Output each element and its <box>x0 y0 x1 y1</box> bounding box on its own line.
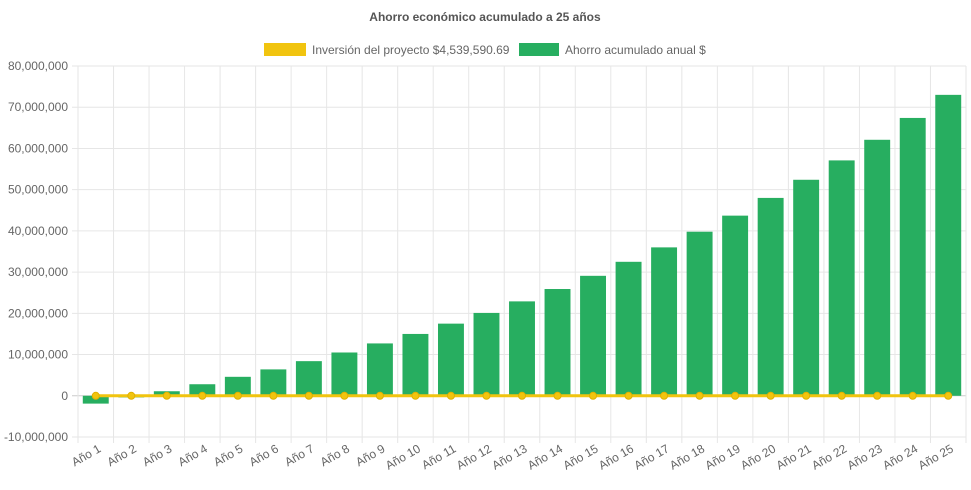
bar[interactable] <box>509 301 535 396</box>
line-point[interactable] <box>908 391 917 400</box>
line-point[interactable] <box>198 391 207 400</box>
bar[interactable] <box>260 369 287 396</box>
bar[interactable] <box>224 376 251 396</box>
x-tick-label: Año 1 <box>69 441 103 469</box>
line-point[interactable] <box>766 391 775 400</box>
line-point[interactable] <box>446 391 455 400</box>
line-point[interactable] <box>802 391 811 400</box>
bar[interactable] <box>437 323 464 396</box>
x-tick-label: Año 11 <box>419 441 458 472</box>
bar[interactable] <box>828 160 855 396</box>
y-tick-label: 40,000,000 <box>8 224 68 238</box>
x-tick-label: Año 12 <box>454 441 494 472</box>
line-point[interactable] <box>482 391 491 400</box>
y-tick-label: 30,000,000 <box>8 265 68 279</box>
y-tick-label: -10,000,000 <box>4 430 68 444</box>
line-point[interactable] <box>589 391 598 400</box>
line-point[interactable] <box>873 391 882 400</box>
bar[interactable] <box>615 261 642 396</box>
y-tick-label: 50,000,000 <box>8 183 68 197</box>
bar[interactable] <box>899 117 926 396</box>
y-tick-label: 60,000,000 <box>8 141 68 155</box>
line-point[interactable] <box>731 391 740 400</box>
bar[interactable] <box>295 361 322 396</box>
legend: Inversión del proyecto $4,539,590.69 Aho… <box>264 43 706 57</box>
line-series <box>91 391 953 400</box>
bar[interactable] <box>722 215 749 396</box>
bar[interactable] <box>686 231 713 396</box>
line-point[interactable] <box>660 391 669 400</box>
x-tick-label: Año 18 <box>667 441 707 472</box>
x-tick-label: Año 17 <box>632 441 672 472</box>
x-tick-label: Año 7 <box>282 441 316 469</box>
line-point[interactable] <box>518 391 526 400</box>
x-tick-label: Año 8 <box>318 441 352 469</box>
x-tick-label: Año 25 <box>916 441 956 472</box>
bar[interactable] <box>651 247 678 396</box>
bar[interactable] <box>402 333 429 396</box>
line-point[interactable] <box>127 391 136 400</box>
grid <box>72 65 967 443</box>
x-tick-label: Año 6 <box>247 441 281 469</box>
bar[interactable] <box>935 94 962 396</box>
x-tick-label: Año 13 <box>490 441 530 472</box>
x-tick-label: Año 9 <box>353 441 387 469</box>
x-tick-label: Año 5 <box>211 441 245 469</box>
line-point[interactable] <box>553 391 562 400</box>
bar[interactable] <box>189 384 216 396</box>
x-tick-label: Año 24 <box>880 441 920 472</box>
x-tick-label: Año 21 <box>774 441 814 472</box>
line-point[interactable] <box>233 391 242 400</box>
line-point[interactable] <box>91 391 100 400</box>
line-point[interactable] <box>695 391 704 400</box>
bars-series <box>82 94 962 404</box>
chart-title: Ahorro económico acumulado a 25 años <box>369 10 601 24</box>
line-point[interactable] <box>162 391 171 400</box>
line-point[interactable] <box>411 391 420 400</box>
y-tick-label: 0 <box>61 389 68 403</box>
line-point[interactable] <box>269 391 278 400</box>
x-tick-label: Año 22 <box>809 441 849 472</box>
legend-label-investment[interactable]: Inversión del proyecto $4,539,590.69 <box>312 43 510 57</box>
line-point[interactable] <box>340 391 349 400</box>
legend-swatch-investment[interactable] <box>264 43 306 56</box>
y-tick-label: 80,000,000 <box>8 59 68 73</box>
x-tick-label: Año 2 <box>105 441 139 469</box>
x-axis-ticks: Año 1 Año 2 Año 3 Año 4 Año 5 Año 6 Año 7 Año 8… <box>69 441 956 472</box>
legend-swatch-savings[interactable] <box>519 43 559 56</box>
y-tick-label: 20,000,000 <box>8 306 68 320</box>
bar[interactable] <box>544 289 571 396</box>
x-tick-label: Año 23 <box>845 441 885 472</box>
line-point[interactable] <box>375 391 384 400</box>
y-tick-label: 10,000,000 <box>8 348 68 362</box>
bar[interactable] <box>366 343 393 396</box>
bar[interactable] <box>331 352 358 396</box>
bar[interactable] <box>793 179 820 396</box>
x-tick-label: Año 20 <box>738 441 778 472</box>
x-tick-label: Año 3 <box>140 441 174 469</box>
y-tick-label: 70,000,000 <box>8 100 68 114</box>
x-tick-label: Año 16 <box>596 441 636 472</box>
x-tick-label: Año 14 <box>525 441 565 472</box>
y-axis-ticks: 80,000,000 70,000,000 60,000,000 50,000,000… <box>4 59 68 444</box>
line-point[interactable] <box>944 391 953 400</box>
bar[interactable] <box>864 139 891 396</box>
bar[interactable] <box>473 312 500 396</box>
bar[interactable] <box>580 275 607 396</box>
x-tick-label: Año 15 <box>561 441 601 472</box>
line-point[interactable] <box>624 391 633 400</box>
bar[interactable] <box>757 197 784 396</box>
x-tick-label: Año 4 <box>176 441 210 469</box>
line-point[interactable] <box>837 391 846 400</box>
x-tick-label: Año 19 <box>703 441 743 472</box>
line-point[interactable] <box>304 391 313 400</box>
legend-label-savings[interactable]: Ahorro acumulado anual $ <box>565 43 706 57</box>
x-tick-label: Año 10 <box>383 441 423 472</box>
